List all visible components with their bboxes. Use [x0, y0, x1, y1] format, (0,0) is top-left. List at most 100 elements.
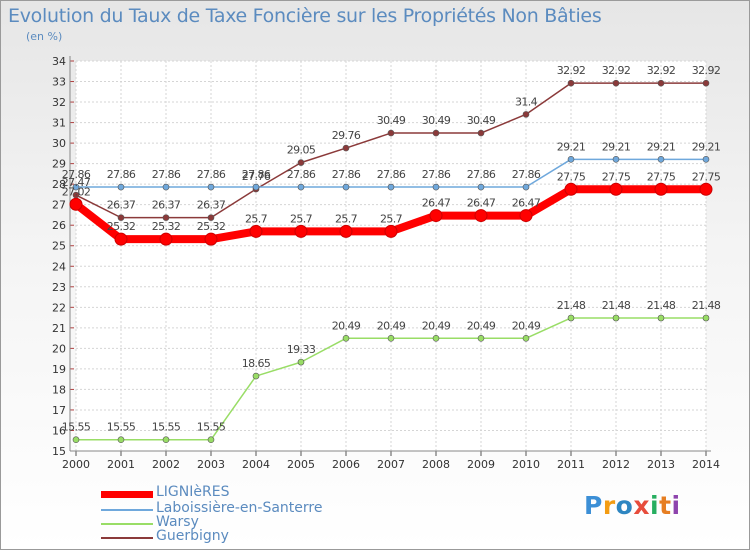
data-point [477, 335, 485, 342]
data-point [609, 182, 623, 196]
y-tick-label: 33 [52, 76, 66, 89]
data-label: 32.92 [692, 64, 721, 77]
y-tick-label: 18 [52, 383, 66, 396]
x-tick-label: 2012 [602, 458, 630, 471]
logo-letter: t [659, 491, 672, 520]
data-label: 27.76 [242, 170, 271, 183]
data-point [432, 335, 440, 342]
data-label: 20.49 [332, 319, 361, 332]
data-label: 26.47 [512, 197, 541, 210]
data-point [297, 159, 305, 166]
data-point [567, 79, 575, 87]
data-point [522, 335, 530, 342]
data-point [252, 183, 260, 191]
x-tick-label: 2010 [512, 458, 540, 471]
data-label: 15.55 [152, 421, 181, 434]
data-label: 26.37 [152, 199, 181, 212]
data-point [339, 224, 353, 238]
data-label: 25.7 [335, 212, 358, 225]
data-point [72, 436, 80, 444]
x-tick-label: 2003 [197, 458, 225, 471]
data-point [72, 183, 80, 191]
data-label: 27.86 [377, 168, 406, 181]
data-label: 27.86 [197, 168, 226, 181]
data-label: 29.21 [692, 140, 721, 153]
data-point [657, 79, 665, 87]
data-label: 27.86 [242, 168, 271, 181]
y-tick-label: 16 [52, 424, 66, 437]
data-point [657, 156, 665, 163]
data-point [432, 183, 440, 191]
data-label: 27.86 [467, 168, 496, 181]
data-label: 31.4 [515, 95, 538, 108]
x-tick-label: 2004 [242, 458, 270, 471]
legend-label-warsy: Warsy [156, 514, 199, 530]
data-label: 15.55 [62, 421, 91, 434]
legend-label-laboissiere: Laboissière-en-Santerre [156, 500, 323, 516]
data-point [297, 358, 305, 366]
legend-swatch-lignieres [101, 491, 153, 498]
legend-label-lignieres: LIGNIèRES [156, 484, 230, 500]
data-point [702, 79, 710, 87]
data-point [114, 232, 128, 246]
data-label: 25.32 [197, 220, 226, 233]
data-point [612, 79, 620, 87]
data-label: 27.02 [62, 185, 91, 198]
data-point [567, 314, 575, 322]
y-tick-label: 15 [52, 445, 66, 458]
y-tick-label: 21 [52, 322, 66, 335]
data-point [207, 183, 215, 191]
data-point [702, 314, 710, 322]
data-label: 27.86 [512, 168, 541, 181]
y-tick-label: 30 [52, 137, 66, 150]
y-tick-label: 24 [52, 260, 66, 273]
data-label: 27.75 [602, 170, 631, 183]
y-tick-label: 26 [52, 219, 66, 232]
data-point [69, 197, 83, 211]
data-point [612, 156, 620, 163]
y-tick-label: 29 [52, 158, 66, 171]
data-label: 21.48 [602, 299, 631, 312]
data-label: 20.49 [377, 319, 406, 332]
data-point [387, 129, 395, 137]
x-tick-label: 2013 [647, 458, 675, 471]
data-point [522, 111, 530, 118]
x-tick-label: 2005 [287, 458, 315, 471]
data-label: 15.55 [197, 421, 226, 434]
y-tick-label: 34 [52, 55, 66, 68]
data-label: 21.48 [692, 299, 721, 312]
y-tick-label: 31 [52, 117, 66, 130]
logo-letter: P [584, 491, 603, 520]
data-label: 18.65 [242, 357, 271, 370]
data-label: 15.55 [107, 421, 136, 434]
legend-label-guerbigny: Guerbigny [156, 528, 229, 544]
data-label: 20.49 [422, 319, 451, 332]
data-point [342, 183, 350, 191]
x-tick-label: 2009 [467, 458, 495, 471]
data-point [204, 232, 218, 246]
data-point [567, 156, 575, 163]
legend-swatch-warsy [101, 523, 153, 525]
data-label: 30.49 [422, 114, 451, 127]
data-point [522, 183, 530, 191]
chart-title: Evolution du Taux de Taxe Foncière sur l… [8, 5, 602, 27]
data-label: 25.7 [380, 212, 403, 225]
data-label: 25.32 [152, 220, 181, 233]
data-label: 27.75 [647, 170, 676, 183]
data-label: 29.76 [332, 129, 361, 142]
data-label: 30.49 [467, 114, 496, 127]
y-tick-label: 23 [52, 281, 66, 294]
data-label: 25.7 [245, 212, 268, 225]
data-label: 27.86 [107, 168, 136, 181]
data-label: 25.7 [290, 212, 313, 225]
data-label: 25.32 [107, 220, 136, 233]
data-point [477, 183, 485, 191]
logo-letter: r [602, 491, 616, 520]
y-axis-unit-label: (en %) [26, 30, 63, 43]
y-tick-label: 20 [52, 342, 66, 355]
x-tick-label: 2014 [692, 458, 720, 471]
logo-letter: o [615, 491, 634, 520]
data-point [252, 372, 260, 380]
data-label: 21.48 [647, 299, 676, 312]
